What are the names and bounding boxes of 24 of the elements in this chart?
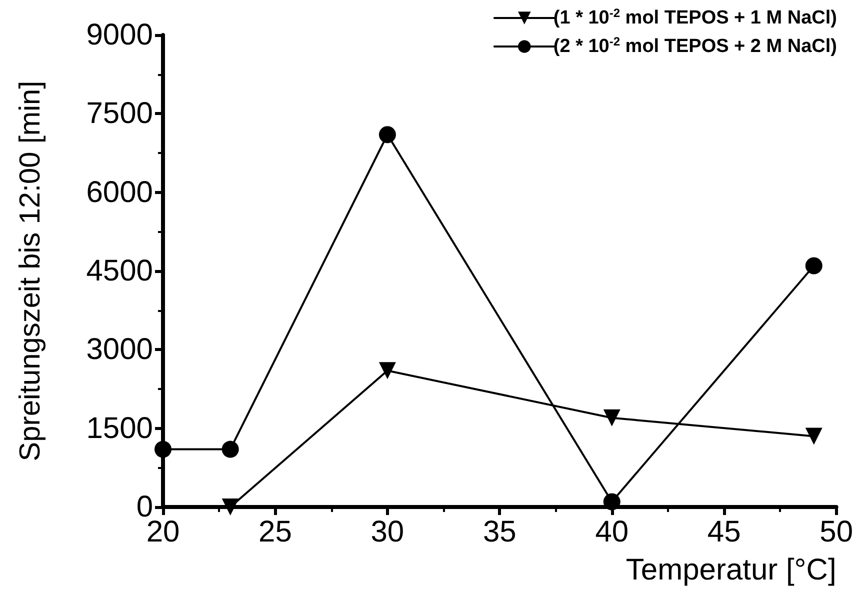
point (805, 257, 822, 274)
point (603, 409, 620, 426)
x-tick-label: 25 (258, 516, 292, 548)
y-axis-title: Spreitungszeit bis 12:00 [min] (14, 80, 46, 462)
point (222, 440, 239, 458)
point (378, 126, 396, 144)
y-tick-label: 4500 (86, 254, 153, 288)
x-tick-label: 35 (482, 516, 516, 548)
x-tick-label: 40 (595, 516, 629, 548)
x-tick-label: 30 (370, 516, 404, 548)
y-tick-label: 7500 (86, 97, 153, 130)
point (805, 428, 822, 445)
y-tick-label: 9000 (86, 18, 153, 52)
point (603, 493, 620, 510)
y-tick-label: 6000 (86, 176, 153, 209)
point (222, 498, 239, 516)
x-tick-label: 45 (707, 516, 741, 548)
y-tick-label: 1500 (86, 412, 153, 445)
x-tick-label: 50 (820, 516, 854, 548)
y-tick-label: 3000 (86, 333, 153, 366)
point (378, 362, 396, 380)
x-axis-title: Temperatur [°C] (626, 554, 836, 586)
point (154, 440, 172, 458)
x-tick-label: 20 (146, 516, 180, 548)
